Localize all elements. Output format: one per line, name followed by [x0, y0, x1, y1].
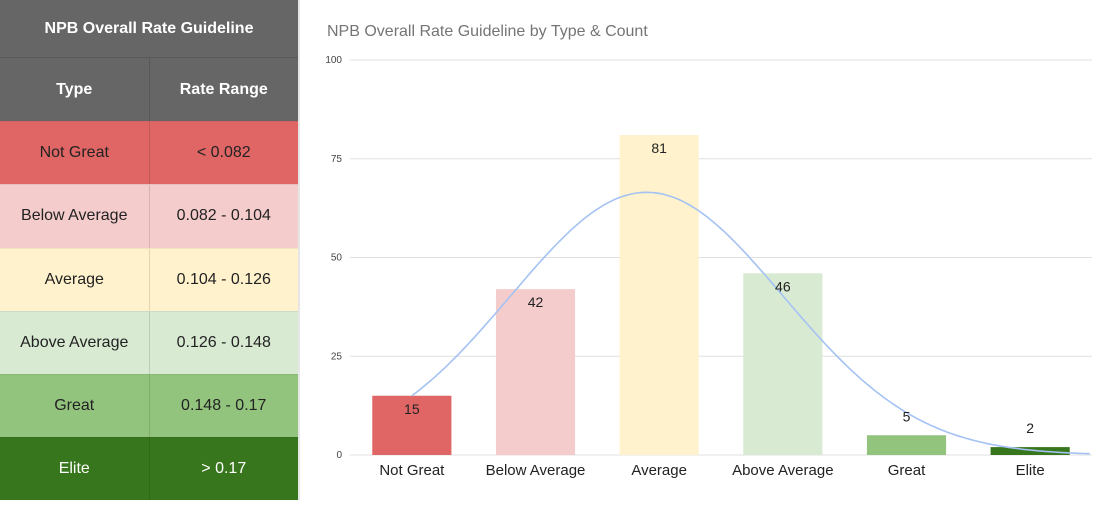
x-tick-label: Great [888, 462, 926, 479]
gridlines [350, 59, 1092, 456]
data-labels: 15 42 81 46 5 2 [404, 140, 1034, 436]
row-type: Below Average [0, 185, 150, 248]
y-tick-label: 100 [325, 55, 342, 66]
guideline-table: NPB Overall Rate Guideline Type Rate Ran… [0, 0, 298, 501]
bar [372, 395, 452, 455]
row-type: Average [0, 248, 150, 311]
bar [743, 273, 823, 455]
guideline-header-row: Type Rate Range [0, 58, 298, 122]
bar-chart: NPB Overall Rate Guideline by Type & Cou… [300, 0, 1117, 500]
x-tick-label: Below Average [486, 462, 586, 479]
y-tick-label: 25 [331, 351, 343, 362]
header-rate-range: Rate Range [179, 80, 268, 98]
x-tick-label: Not Great [379, 462, 445, 479]
x-tick-label: Average [631, 462, 687, 479]
y-tick-label: 0 [336, 450, 342, 461]
chart-svg: NPB Overall Rate Guideline by Type & Cou… [325, 23, 1092, 479]
trend-curve [411, 191, 1090, 455]
guideline-row: Average 0.104 - 0.126 [0, 247, 298, 311]
chart-title: NPB Overall Rate Guideline by Type & Cou… [327, 23, 648, 40]
bar [495, 289, 576, 455]
row-range: 0.148 - 0.17 [181, 396, 267, 414]
x-tick-label: Elite [1016, 462, 1045, 479]
row-type: Above Average [0, 311, 150, 374]
data-label: 15 [404, 401, 420, 417]
x-tick-label: Above Average [732, 462, 833, 479]
guideline-row: Elite > 0.17 [0, 436, 298, 501]
bar [990, 447, 1070, 455]
guideline-row: Great 0.148 - 0.17 [0, 373, 298, 437]
guideline-title: NPB Overall Rate Guideline [0, 0, 298, 59]
data-label: 2 [1026, 420, 1034, 436]
row-range: > 0.17 [201, 459, 247, 477]
data-label: 46 [775, 278, 791, 294]
guideline-row: Above Average 0.126 - 0.148 [0, 310, 298, 374]
data-label: 42 [528, 294, 544, 310]
row-range: 0.104 - 0.126 [176, 270, 271, 288]
trend-line [411, 191, 1090, 455]
data-label: 5 [903, 408, 911, 424]
row-type: Great [0, 374, 150, 437]
data-label: 81 [651, 140, 667, 156]
row-range: 0.126 - 0.148 [176, 333, 271, 351]
row-type: Not Great [0, 122, 150, 185]
header-type: Type [0, 58, 150, 122]
guideline-row: Below Average 0.082 - 0.104 [0, 184, 298, 248]
bar [619, 135, 699, 456]
row-range: < 0.082 [196, 144, 251, 162]
row-type: Elite [0, 437, 150, 501]
y-tick-label: 75 [331, 154, 343, 165]
guideline-row: Not Great < 0.082 [0, 121, 298, 185]
y-tick-label: 50 [331, 253, 343, 264]
bar [866, 435, 947, 455]
bars [372, 135, 1070, 456]
row-range: 0.082 - 0.104 [176, 207, 271, 225]
panel-divider [298, 0, 300, 500]
